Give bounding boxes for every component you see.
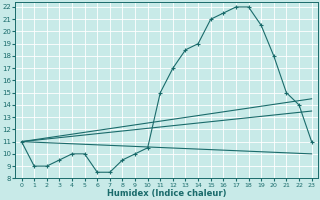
X-axis label: Humidex (Indice chaleur): Humidex (Indice chaleur) xyxy=(107,189,226,198)
